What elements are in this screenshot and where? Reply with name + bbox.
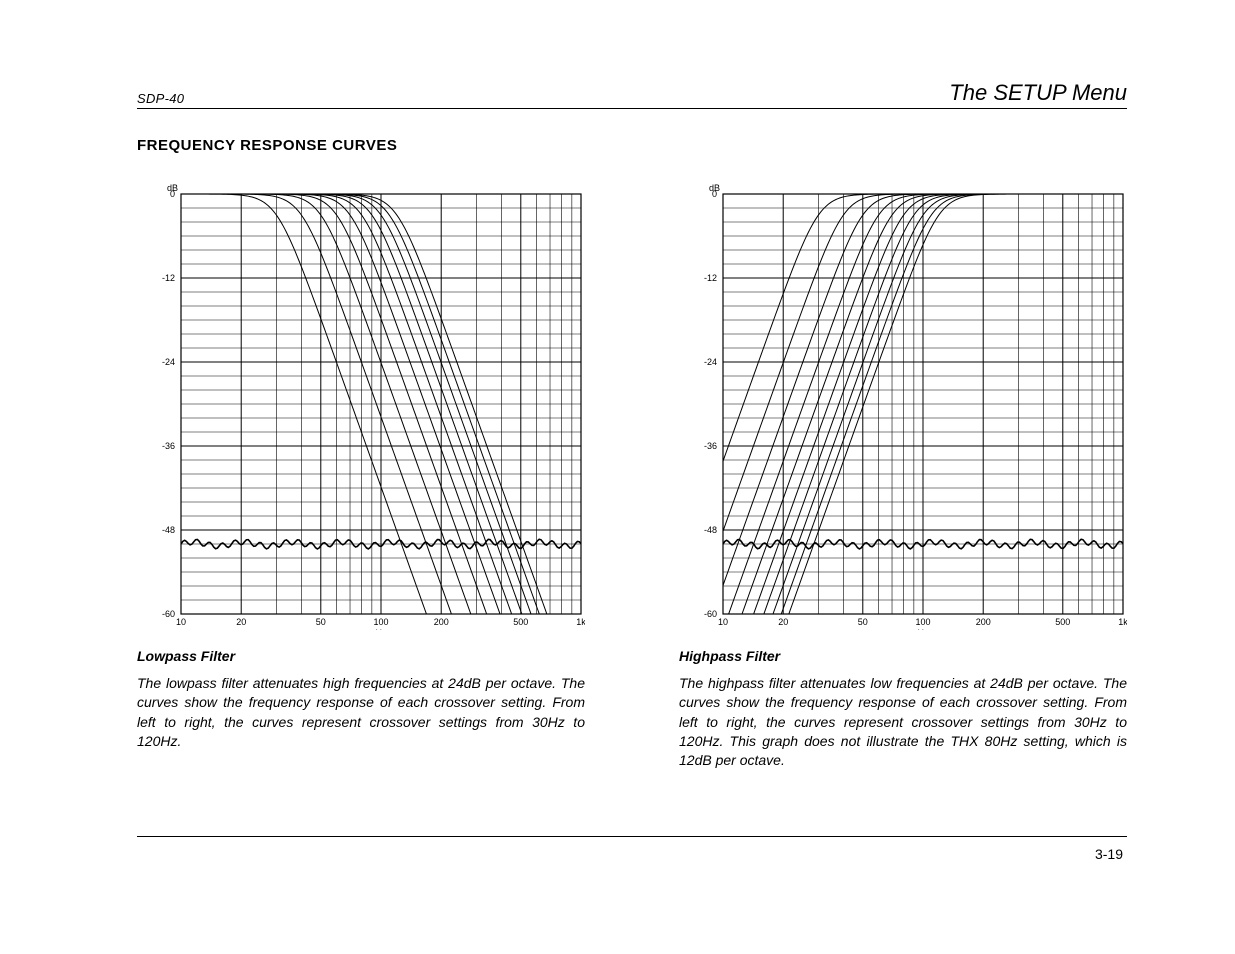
highpass-caption-title: Highpass Filter <box>679 648 1127 664</box>
section-title: FREQUENCY RESPONSE CURVES <box>137 137 1127 154</box>
svg-text:dB: dB <box>709 183 720 193</box>
svg-text:-12: -12 <box>704 273 717 283</box>
svg-text:-60: -60 <box>704 609 717 619</box>
svg-text:-48: -48 <box>704 525 717 535</box>
lowpass-caption-body: The lowpass filter attenuates high frequ… <box>137 674 585 751</box>
svg-text:10: 10 <box>176 617 186 627</box>
footer-rule <box>137 836 1127 837</box>
page-number: 3-19 <box>1095 846 1123 862</box>
highpass-caption-body: The highpass filter attenuates low frequ… <box>679 674 1127 771</box>
svg-text:-24: -24 <box>704 357 717 367</box>
svg-text:10: 10 <box>718 617 728 627</box>
page-content: SDP-40 The SETUP Menu FREQUENCY RESPONSE… <box>137 80 1127 771</box>
svg-text:-36: -36 <box>162 441 175 451</box>
svg-text:-48: -48 <box>162 525 175 535</box>
svg-text:1k: 1k <box>576 617 585 627</box>
svg-text:-60: -60 <box>162 609 175 619</box>
lowpass-chart: 0-12-24-36-48-601020501002005001kdBHz <box>137 180 585 630</box>
svg-text:dB: dB <box>167 183 178 193</box>
svg-text:100: 100 <box>915 617 930 627</box>
lowpass-caption-title: Lowpass Filter <box>137 648 585 664</box>
header-model: SDP-40 <box>137 91 184 106</box>
svg-text:500: 500 <box>513 617 528 627</box>
svg-text:100: 100 <box>373 617 388 627</box>
svg-text:-12: -12 <box>162 273 175 283</box>
svg-text:200: 200 <box>434 617 449 627</box>
svg-text:-24: -24 <box>162 357 175 367</box>
header-section: The SETUP Menu <box>949 80 1127 106</box>
lowpass-column: 0-12-24-36-48-601020501002005001kdBHz Lo… <box>137 180 585 771</box>
svg-text:50: 50 <box>858 617 868 627</box>
svg-text:1k: 1k <box>1118 617 1127 627</box>
svg-text:200: 200 <box>976 617 991 627</box>
svg-text:-36: -36 <box>704 441 717 451</box>
highpass-column: 0-12-24-36-48-601020501002005001kdBHz Hi… <box>679 180 1127 771</box>
svg-text:20: 20 <box>778 617 788 627</box>
page-header: SDP-40 The SETUP Menu <box>137 80 1127 109</box>
svg-text:500: 500 <box>1055 617 1070 627</box>
svg-text:20: 20 <box>236 617 246 627</box>
highpass-chart: 0-12-24-36-48-601020501002005001kdBHz <box>679 180 1127 630</box>
svg-text:Hz: Hz <box>376 628 387 630</box>
svg-text:Hz: Hz <box>918 628 929 630</box>
charts-row: 0-12-24-36-48-601020501002005001kdBHz Lo… <box>137 180 1127 771</box>
svg-text:50: 50 <box>316 617 326 627</box>
